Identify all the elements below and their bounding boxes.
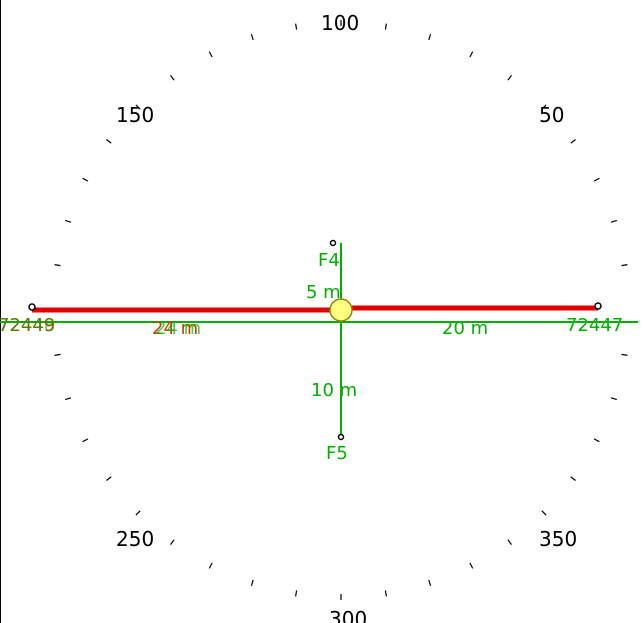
compass-tick [82,438,89,443]
compass-tick [384,23,387,30]
distance-north: 5 m [306,282,341,303]
compass-tick [106,139,112,144]
compass-tick [135,510,141,516]
compass-tick [250,579,254,586]
compass-tick [106,476,112,481]
compass-tick [65,397,72,401]
compass-tick [507,75,512,81]
compass-tick [295,23,298,30]
compass-tick [541,104,547,110]
point-f4-label: F4 [318,250,340,271]
compass-tick [570,139,576,144]
compass-label-300: 300 [329,607,367,623]
point-west-id: 72448 [0,315,55,336]
compass-tick [507,539,512,545]
compass-labels: 100 50 150 250 350 300 [116,11,577,623]
compass-label-250: 250 [116,527,154,551]
point-west-id-overlay: 72449 [0,315,55,336]
compass-tick [54,264,61,267]
compass-tick [170,75,175,81]
compass-tick [593,438,600,443]
compass-tick [295,590,298,597]
distance-east: 20 m [442,318,488,339]
distance-south: 10 m [311,380,357,401]
point-east-id: 72447 [566,315,623,336]
compass-label-350: 350 [539,527,577,551]
point-east-marker[interactable] [594,302,602,310]
point-west-marker[interactable] [28,303,36,311]
compass-label-50: 50 [539,103,564,127]
compass-tick [82,177,89,182]
station-marker[interactable] [329,298,353,322]
compass-tick [208,51,213,58]
compass-tick [570,476,576,481]
compass-label-150: 150 [116,103,154,127]
compass-tick [428,579,432,586]
compass-tick [208,562,213,569]
compass-ticks [54,20,628,600]
point-f4-marker[interactable] [329,239,337,247]
compass-tick [621,264,628,267]
compass-tick [428,34,432,41]
compass-tick [593,177,600,182]
distance-west: 24 m [155,318,201,339]
compass-tick [469,51,474,58]
compass-tick [54,353,61,356]
distance-west-overlay: 24 m [152,318,198,339]
compass-tick [384,590,387,597]
compass-label-100: 100 [321,11,359,35]
compass-tick [170,539,175,545]
compass-tick [541,510,547,516]
compass-tick [65,219,72,223]
compass-tick [469,562,474,569]
point-f5-marker[interactable] [337,433,345,441]
compass-tick [610,219,617,223]
compass-tick [621,353,628,356]
point-f5-label: F5 [326,443,348,464]
compass-tick [610,397,617,401]
frame-border [0,0,1,623]
compass-tick [135,104,141,110]
compass-tick [250,34,254,41]
